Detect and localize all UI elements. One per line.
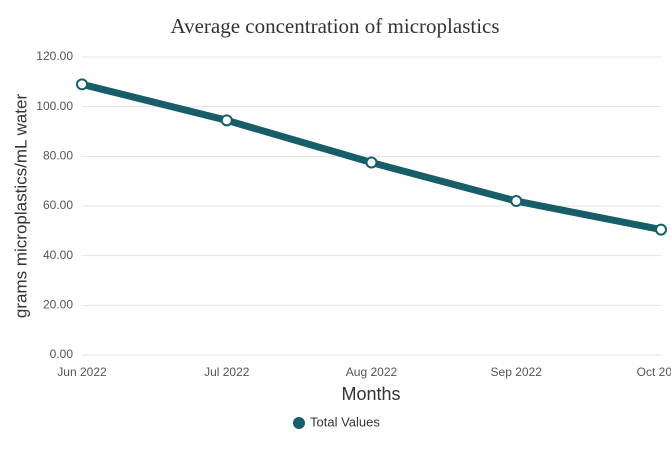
data-point [365,156,378,169]
y-tick-label: 120.00 [36,49,73,63]
chart-title: Average concentration of microplastics [170,14,499,38]
y-tick-label: 80.00 [43,149,73,163]
y-tick-label: 60.00 [43,198,73,212]
y-axis-label: grams microplastics/mL water [11,94,30,319]
data-point [510,195,523,208]
y-tick-label: 20.00 [43,298,73,312]
data-point [76,78,88,91]
legend-marker [293,417,305,429]
data-point [220,114,233,127]
x-tick-label: Jul 2022 [204,365,250,379]
y-tick-label: 0.00 [50,347,74,361]
x-tick-label: Jun 2022 [57,365,107,379]
y-tick-label: 100.00 [36,99,73,113]
y-tick-label: 40.00 [43,248,73,262]
x-axis-label: Months [341,384,400,404]
legend-label: Total Values [310,414,380,429]
x-tick-label: Sep 2022 [491,365,543,379]
data-point [655,223,667,236]
x-tick-label: Oct 2022 [637,365,671,379]
x-tick-label: Aug 2022 [346,365,398,379]
